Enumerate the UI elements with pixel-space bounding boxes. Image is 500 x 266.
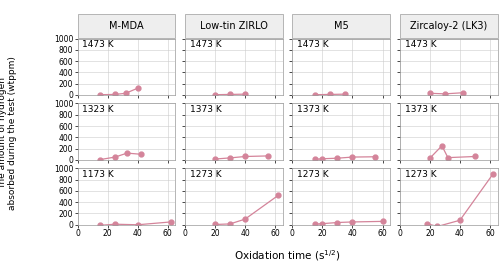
Text: 1273 K: 1273 K xyxy=(298,170,329,179)
Text: M-MDA: M-MDA xyxy=(109,21,144,31)
Text: 1473 K: 1473 K xyxy=(298,40,329,49)
Text: 1473 K: 1473 K xyxy=(82,40,114,49)
Text: 1473 K: 1473 K xyxy=(404,40,436,49)
Text: 1273 K: 1273 K xyxy=(404,170,436,179)
Text: Low-tin ZIRLO: Low-tin ZIRLO xyxy=(200,21,268,31)
Text: Oxidation time (s$^{1/2}$): Oxidation time (s$^{1/2}$) xyxy=(234,248,341,263)
Text: M5: M5 xyxy=(334,21,348,31)
Text: 1173 K: 1173 K xyxy=(82,170,114,179)
Text: 1373 K: 1373 K xyxy=(404,105,436,114)
Text: 1323 K: 1323 K xyxy=(82,105,114,114)
Text: 1273 K: 1273 K xyxy=(190,170,222,179)
Text: 1373 K: 1373 K xyxy=(190,105,222,114)
Text: 1373 K: 1373 K xyxy=(298,105,329,114)
Text: 1473 K: 1473 K xyxy=(190,40,222,49)
Text: The amount of hydrogen
absorbed during the test (wtppm): The amount of hydrogen absorbed during t… xyxy=(0,56,17,210)
Text: Zircaloy-2 (LK3): Zircaloy-2 (LK3) xyxy=(410,21,488,31)
